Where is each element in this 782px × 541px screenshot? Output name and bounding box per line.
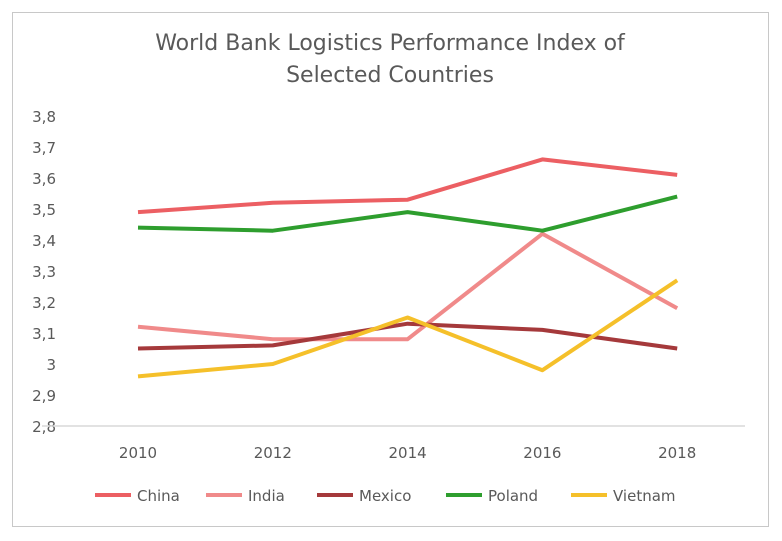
y-tick-label: 3,7 [32,139,56,157]
series-line-india [137,231,679,342]
legend-label-vietnam: Vietnam [613,487,676,505]
y-tick-label: 3,4 [32,232,56,250]
series-line-china [137,157,678,215]
series-line-vietnam [137,278,679,379]
chart-frame [12,12,769,527]
x-tick-label: 2014 [389,444,427,462]
y-tick-label: 2,9 [32,387,56,405]
series-line-mexico [137,321,678,351]
y-tick-label: 3,2 [32,294,56,312]
series-line-poland [137,194,678,233]
y-tick-label: 3,8 [32,108,56,126]
x-tick-label: 2012 [254,444,292,462]
y-tick-label: 3 [46,356,56,374]
y-tick-label: 3,6 [32,170,56,188]
legend-label-china: China [137,487,180,505]
legend-label-india: India [248,487,285,505]
y-tick-label: 3,1 [32,325,56,343]
x-tick-label: 2010 [119,444,157,462]
y-tick-label: 3,3 [32,263,56,281]
chart-title-line: World Bank Logistics Performance Index o… [155,31,626,56]
y-tick-label: 2,8 [32,418,56,436]
legend-label-poland: Poland [488,487,538,505]
chart-title-line: Selected Countries [286,63,494,88]
y-tick-label: 3,5 [32,201,56,219]
x-tick-label: 2016 [523,444,561,462]
legend-label-mexico: Mexico [359,487,411,505]
x-tick-label: 2018 [658,444,696,462]
